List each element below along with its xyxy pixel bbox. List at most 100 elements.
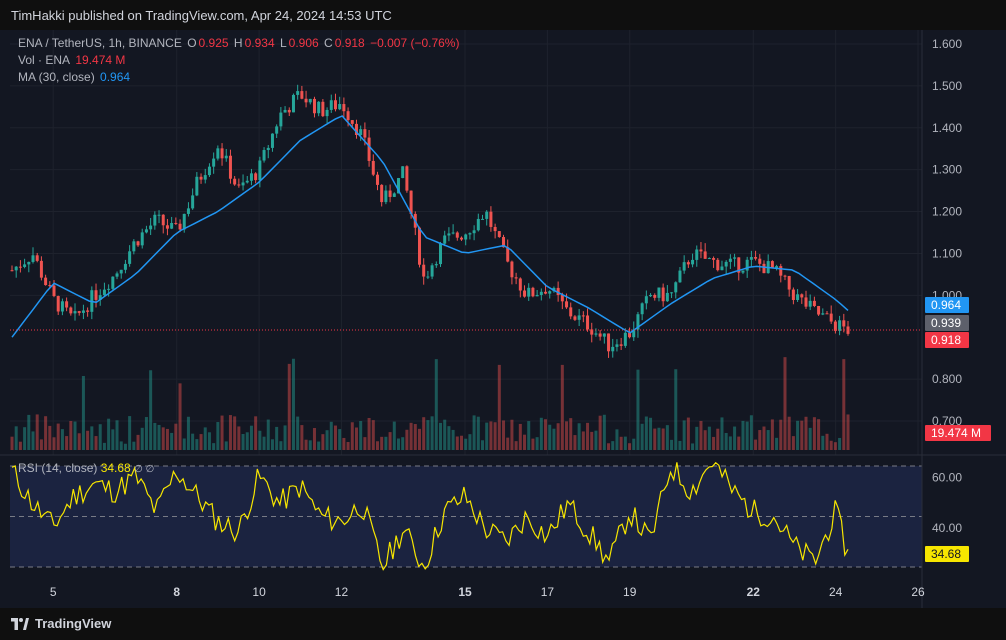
volume-bar	[350, 422, 354, 450]
time-tick-label: 24	[829, 585, 843, 599]
volume-bar	[363, 437, 367, 450]
candle-body	[56, 296, 60, 312]
volume-bar	[552, 428, 556, 450]
candle-body	[800, 294, 804, 298]
candle-body	[686, 262, 690, 265]
candle-body	[170, 222, 174, 229]
time-tick-label: 10	[252, 585, 266, 599]
publish-bar: TimHakki published on TradingView.com, A…	[0, 0, 1006, 30]
volume-bar	[661, 428, 665, 450]
volume-bar	[94, 436, 98, 450]
candle-body	[506, 247, 510, 262]
candle-body	[443, 235, 447, 244]
volume-bar	[472, 415, 476, 450]
volume-bar	[594, 430, 598, 450]
volume-bar	[153, 422, 157, 450]
volume-bar	[590, 431, 594, 450]
volume-bar	[392, 421, 396, 450]
candle-body	[531, 287, 535, 297]
candle-body	[388, 190, 392, 197]
ma-label[interactable]: MA (30, close)	[18, 70, 95, 84]
volume-bar	[443, 419, 447, 450]
volume-bar	[220, 415, 224, 450]
volume-bar	[39, 439, 43, 450]
time-tick-label: 26	[911, 585, 925, 599]
candle-body	[237, 184, 241, 186]
volume-bar	[233, 416, 237, 450]
candle-body	[468, 233, 472, 235]
prev-close-badge-text: 0.939	[931, 316, 961, 330]
volume-bar	[485, 422, 489, 450]
volume-bar	[548, 424, 552, 450]
candle-body	[489, 211, 493, 227]
volume-bar	[670, 439, 674, 450]
candle-body	[392, 193, 396, 197]
candle-body	[371, 160, 375, 175]
candle-body	[275, 126, 279, 134]
volume-bar	[754, 439, 758, 450]
volume-badge	[925, 425, 991, 441]
candle-body	[73, 311, 77, 314]
candle-body	[510, 261, 514, 278]
volume-bar	[283, 425, 287, 450]
candle-body	[775, 266, 779, 268]
price-axis: 1.6001.5001.4001.3001.2001.1001.0000.800…	[932, 37, 962, 428]
candle-body	[23, 264, 27, 267]
volume-bar	[35, 414, 39, 450]
volume-bar	[384, 436, 388, 450]
volume-bar	[212, 443, 216, 450]
candle-body	[770, 261, 774, 268]
open-label: O	[187, 36, 197, 50]
candle-body	[325, 109, 329, 117]
candle-body	[586, 315, 590, 330]
volume-bar	[506, 437, 510, 450]
time-tick-label: 12	[335, 585, 349, 599]
volume-bar	[749, 415, 753, 450]
volume-bar	[439, 422, 443, 450]
volume-bar	[598, 415, 602, 450]
symbol-label[interactable]: ENA / TetherUS, 1h, BINANCE	[18, 36, 182, 50]
candle-body	[514, 277, 518, 279]
tradingview-logo[interactable]: TradingView	[11, 616, 111, 631]
rsi-tick-label: 60.00	[932, 470, 962, 484]
candle-body	[300, 91, 304, 99]
candle-body	[157, 214, 161, 216]
rsi-legend: RSI (14, close) 34.68 ∅ ∅	[18, 461, 154, 475]
volume-bar	[224, 441, 228, 450]
candle-body	[199, 176, 203, 180]
volume-bar	[653, 428, 657, 450]
price-legend: ENA / TetherUS, 1h, BINANCE O 0.925 H 0.93…	[18, 36, 461, 50]
volume-label[interactable]: Vol · ENA	[18, 53, 71, 67]
volume-bar	[615, 429, 619, 450]
volume-bar	[48, 425, 52, 450]
candle-body	[833, 321, 837, 331]
candle-body	[396, 178, 400, 194]
volume-bar	[535, 437, 539, 450]
candle-body	[598, 333, 602, 337]
volume-bar	[808, 427, 812, 450]
volume-bar	[291, 358, 295, 450]
volume-bar	[699, 420, 703, 450]
volume-bar	[300, 425, 304, 450]
candle-body	[674, 282, 678, 293]
volume-bar	[321, 434, 325, 450]
rsi-label[interactable]: RSI (14, close)	[18, 461, 98, 475]
volume-bar	[766, 430, 770, 450]
volume-bar	[275, 426, 279, 450]
candle-body	[783, 275, 787, 277]
candle-body	[48, 285, 52, 287]
candle-body	[203, 175, 207, 180]
volume-bar	[783, 357, 787, 450]
candle-body	[65, 301, 69, 308]
volume-bar	[821, 435, 825, 450]
volume-bar	[245, 432, 249, 450]
volume-bar	[489, 421, 493, 450]
grid	[10, 30, 922, 455]
candle-body	[447, 233, 451, 236]
volume-bar	[758, 430, 762, 450]
rsi-settings-icon[interactable]: ∅ ∅	[134, 464, 155, 475]
volume-bar	[481, 440, 485, 450]
candle-body	[123, 263, 127, 270]
candle-body	[560, 295, 564, 302]
